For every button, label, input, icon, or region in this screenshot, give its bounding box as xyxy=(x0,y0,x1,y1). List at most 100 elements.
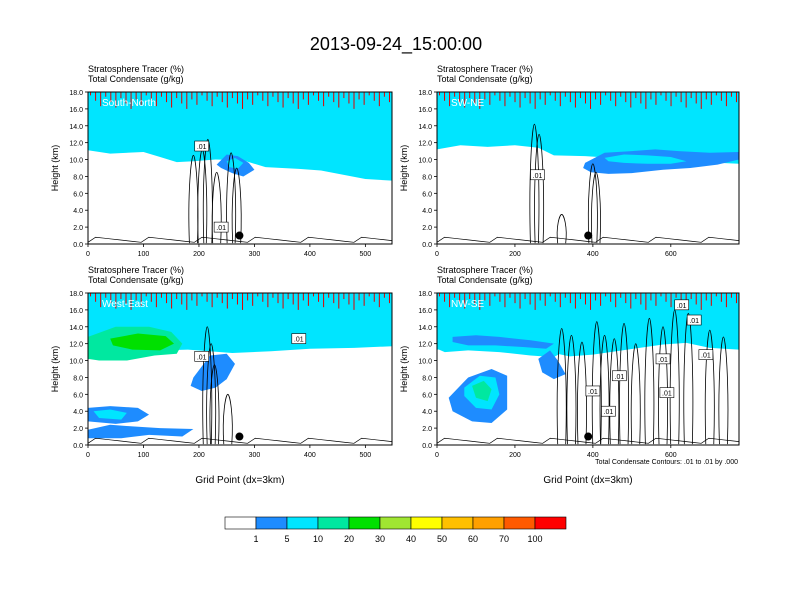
condensate-contour xyxy=(644,317,655,445)
y-tick-label: 18.0 xyxy=(418,291,432,298)
plot-area: .01 .01 xyxy=(88,92,392,244)
y-tick-label: 14.0 xyxy=(69,124,83,131)
condensate-contour xyxy=(202,326,213,445)
panel-sw-ne: .01 SW-NE Stratosphere Tracer (%)Total Con… xyxy=(399,64,740,258)
condensate-contour xyxy=(231,167,242,244)
contour-label: .01 xyxy=(662,391,672,398)
tracer-patch xyxy=(472,380,492,402)
y-tick-label: 4.0 xyxy=(73,409,83,416)
contour-label-box xyxy=(674,299,690,311)
x-tick-label: 500 xyxy=(360,452,372,459)
contour-label: .01 xyxy=(588,389,598,396)
condensate-contour xyxy=(619,322,629,445)
colorbar-label: 5 xyxy=(284,534,289,544)
y-tick-label: 18.0 xyxy=(69,90,83,97)
y-tick-label: 18.0 xyxy=(69,291,83,298)
y-tick-label: 16.0 xyxy=(69,308,83,315)
contour-label: .01 xyxy=(604,409,614,416)
condensate-contour xyxy=(206,343,217,445)
condensate-contour xyxy=(630,343,641,445)
y-tick-label: 4.0 xyxy=(73,208,83,215)
colorbar-swatch xyxy=(348,516,381,530)
y-axis-label: Height (km) xyxy=(50,346,60,393)
x-axis-label: Grid Point (dx=3km) xyxy=(195,475,284,486)
condensate-contour xyxy=(591,321,602,445)
y-tick-label: 10.0 xyxy=(418,359,432,366)
colorbar-label: 30 xyxy=(375,534,385,544)
colorbar-swatch xyxy=(224,516,257,530)
x-tick-label: 100 xyxy=(138,251,150,258)
y-tick-label: 2.0 xyxy=(422,225,432,232)
colorbar-swatch xyxy=(410,516,443,530)
panel-label: West-East xyxy=(102,299,148,310)
condensate-contour xyxy=(683,312,694,445)
plot-frame xyxy=(87,91,393,245)
y-tick-label: 16.0 xyxy=(418,107,432,114)
y-tick-label: 4.0 xyxy=(422,409,432,416)
tracer-patch xyxy=(88,424,194,439)
contour-label: .01 xyxy=(677,303,687,310)
colorbar-swatch xyxy=(441,516,474,530)
contour-label-box xyxy=(213,221,229,233)
colorbar-swatch xyxy=(255,516,288,530)
contour-label-box xyxy=(530,169,545,181)
x-axis-label: Grid Point (dx=3km) xyxy=(543,475,632,486)
tracer-patch xyxy=(93,409,127,420)
x-tick-label: 0 xyxy=(435,251,439,258)
colorbar-swatch xyxy=(317,516,350,530)
contour-label: .01 xyxy=(294,337,304,344)
x-tick-label: 500 xyxy=(360,251,372,258)
y-axis-label: Height (km) xyxy=(50,145,60,192)
y-tick-label: 8.0 xyxy=(73,375,83,382)
y-tick-label: 8.0 xyxy=(73,174,83,181)
contour-label: .01 xyxy=(701,353,711,360)
y-tick-label: 2.0 xyxy=(422,426,432,433)
x-tick-label: 0 xyxy=(86,251,90,258)
contour-label-box xyxy=(659,387,675,398)
y-tick-label: 8.0 xyxy=(422,375,432,382)
y-tick-label: 10.0 xyxy=(418,158,432,165)
tracer-patch xyxy=(604,154,687,164)
y-axis-label: Height (km) xyxy=(399,346,409,393)
storm-marker xyxy=(584,231,593,240)
y-tick-label: 16.0 xyxy=(418,308,432,315)
panel-label: NW-SE xyxy=(451,299,484,310)
colorbar-label: 20 xyxy=(344,534,354,544)
contour-label-box xyxy=(585,385,601,397)
y-tick-label: 16.0 xyxy=(69,107,83,114)
panel-subtitle-condensate: Total Condensate (g/kg) xyxy=(437,74,533,84)
contour-label-box xyxy=(698,349,714,360)
condensate-contour xyxy=(587,163,598,244)
panel-subtitle-tracer: Stratosphere Tracer (%) xyxy=(437,265,533,275)
contour-label-box xyxy=(291,333,307,344)
condensate-contour xyxy=(556,328,567,445)
x-tick-label: 0 xyxy=(435,452,439,459)
y-tick-label: 18.0 xyxy=(418,90,432,97)
colorbar-swatch xyxy=(286,516,319,530)
colorbar-label: 60 xyxy=(468,534,478,544)
y-tick-label: 14.0 xyxy=(418,124,432,131)
colorbar-swatch xyxy=(379,516,412,530)
condensate-contour xyxy=(209,364,220,445)
y-tick-label: 6.0 xyxy=(422,191,432,198)
x-tick-label: 200 xyxy=(193,251,205,258)
panel-label: SW-NE xyxy=(451,98,484,109)
y-tick-label: 0.0 xyxy=(422,242,432,249)
contour-footnote: Total Condensate Contours: .01 to .01 by… xyxy=(595,459,738,466)
x-tick-label: 200 xyxy=(509,251,521,258)
y-tick-label: 12.0 xyxy=(418,342,432,349)
condensate-contour xyxy=(556,214,567,244)
contour-label: .01 xyxy=(533,173,543,180)
x-tick-label: 600 xyxy=(665,452,677,459)
panel-south-north: .01 .01 South-North Stratosphere Tracer (%)… xyxy=(50,64,393,258)
x-tick-label: 400 xyxy=(304,452,316,459)
figure-title: 2013-09-24_15:00:00 xyxy=(310,34,482,55)
boundary-layer-contour xyxy=(88,236,392,243)
condensate-contour xyxy=(566,334,577,445)
x-tick-label: 300 xyxy=(249,452,261,459)
boundary-layer-contour xyxy=(88,437,392,444)
contour-label: .01 xyxy=(658,357,668,364)
plot-frame xyxy=(436,292,740,446)
panel-nw-se: .01 .01 .01 .01 .01 .01 .01 .01 NW-SE Stratospher… xyxy=(399,265,740,486)
